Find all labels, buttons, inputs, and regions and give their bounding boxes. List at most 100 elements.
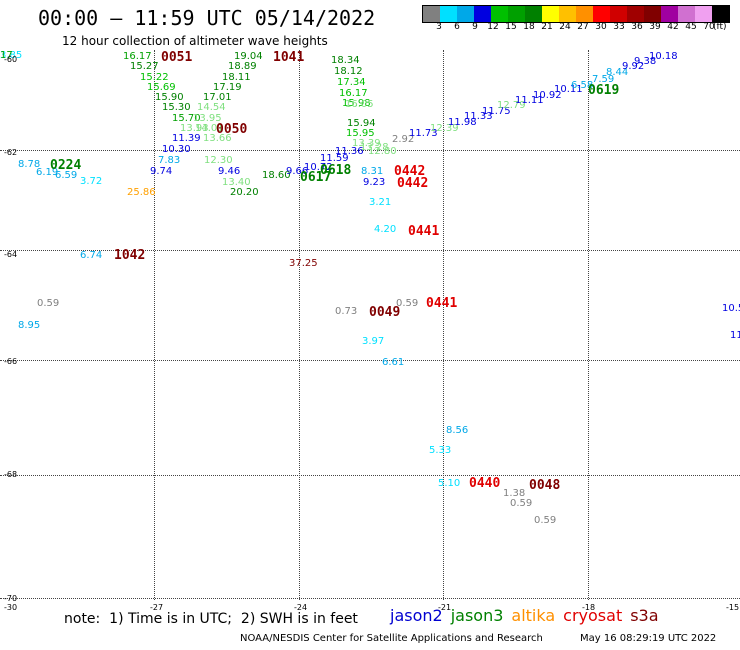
color-swatch: [525, 6, 542, 22]
wave-height-reading: 18.60: [262, 170, 291, 181]
wave-height-reading: 8.78: [18, 159, 41, 170]
longitude-label: -24: [294, 603, 308, 612]
longitude-label: -21: [438, 603, 452, 612]
color-swatch: [559, 6, 576, 22]
wave-height-reading: 15.27: [130, 61, 159, 72]
wave-height-reading: 15.98: [342, 98, 371, 109]
wave-height-reading: 10.72: [304, 162, 333, 173]
wave-height-reading: 19.04: [234, 51, 263, 62]
wave-height-reading: 2.92: [392, 134, 415, 145]
wave-height-reading: 17: [0, 50, 13, 61]
color-swatch: [695, 6, 712, 22]
wave-height-reading: 17.19: [213, 82, 242, 93]
color-scale-tick: 70: [703, 22, 715, 32]
wave-height-reading: 13.28: [360, 142, 389, 153]
wave-height-reading: 13.39: [352, 138, 381, 149]
latitude-label: -60: [4, 55, 18, 64]
wave-height-reading: 15.30: [162, 102, 191, 113]
wave-height-reading: 0.59: [534, 515, 557, 526]
wave-height-reading: 6.58: [571, 80, 594, 91]
wave-height-reading: 13.95: [193, 113, 222, 124]
wave-height-reading: 18.89: [228, 61, 257, 72]
wave-height-reading: 3.97: [362, 336, 385, 347]
wave-height-reading: 16.17: [339, 88, 368, 99]
wave-height-reading: 11.73: [730, 330, 740, 341]
wave-height-reading: 25.86: [127, 187, 156, 198]
latitude-gridline: [0, 150, 740, 151]
color-swatch: [474, 6, 491, 22]
color-swatch: [644, 6, 661, 22]
wave-height-reading: 0.59: [396, 298, 419, 309]
longitude-label: -27: [150, 603, 164, 612]
wave-height-reading: 16.05: [345, 99, 374, 110]
pass-time-label: 0051: [161, 50, 193, 65]
wave-height-reading: 11.11: [515, 95, 544, 106]
latitude-gridline: [0, 475, 740, 476]
wave-height-reading: 6.61: [382, 357, 405, 368]
color-swatch: [593, 6, 610, 22]
color-scale-tick: 6: [454, 22, 460, 32]
wave-height-reading: 11.36: [335, 146, 364, 157]
color-swatch: [508, 6, 525, 22]
wave-height-reading: 18.11: [222, 72, 251, 83]
pass-time-label: 0442: [394, 164, 426, 179]
color-scale-tick: 36: [631, 22, 643, 32]
wave-height-reading: 7.83: [158, 155, 181, 166]
color-scale-tick: 27: [577, 22, 589, 32]
longitude-label: -15: [726, 603, 740, 612]
wave-height-reading: 11.39: [172, 133, 201, 144]
wave-height-reading: 18.12: [334, 66, 363, 77]
color-swatch: [457, 6, 474, 22]
wave-height-reading: 9.23: [363, 177, 386, 188]
color-scale-tick: 45: [685, 22, 697, 32]
color-scale-tick: 24: [559, 22, 571, 32]
color-swatch: [678, 6, 695, 22]
wave-height-reading: 9.92: [622, 61, 645, 72]
wave-height-reading: 0.59: [37, 298, 60, 309]
wave-height-reading: 10.92: [533, 90, 562, 101]
wave-height-reading: 3.72: [80, 176, 103, 187]
pass-time-label: 0048: [529, 478, 561, 493]
latitude-label: -64: [4, 250, 18, 259]
wave-height-reading: 10.50: [722, 303, 740, 314]
wave-height-reading: 6.74: [80, 250, 103, 261]
color-swatch: [423, 6, 440, 22]
color-scale-tick: 12: [487, 22, 499, 32]
wave-height-reading: 12.30: [204, 155, 233, 166]
pass-time-label: 1041: [273, 50, 305, 65]
color-scale-bar: [422, 5, 730, 23]
color-scale-tick: 30: [595, 22, 607, 32]
wave-height-reading: 12.39: [430, 123, 459, 134]
wave-height-reading: 18.34: [331, 55, 360, 66]
pass-time-label: 1042: [114, 248, 146, 263]
wave-height-reading: 15.95: [346, 128, 375, 139]
wave-height-reading: 14.54: [197, 102, 226, 113]
satellite-legend-s3a: s3a: [630, 606, 659, 625]
wave-height-reading: 12.80: [368, 146, 397, 157]
longitude-gridline: [299, 50, 300, 600]
color-swatch: [491, 6, 508, 22]
wave-height-reading: 10.11: [554, 84, 583, 95]
latitude-gridline: [0, 360, 740, 361]
wave-height-reading: 14.01: [195, 123, 224, 134]
color-scale-tick: 39: [649, 22, 661, 32]
pass-time-label: 0617: [300, 170, 332, 185]
credit-line: NOAA/NESDIS Center for Satellite Applica…: [240, 633, 543, 644]
pass-time-label: 0441: [426, 296, 458, 311]
wave-height-reading: 8.31: [361, 166, 384, 177]
wave-height-reading: 13.93: [180, 123, 209, 134]
wave-height-reading: 8.56: [446, 425, 469, 436]
wave-height-reading: 6.59: [55, 170, 78, 181]
generated-timestamp: May 16 08:29:19 UTC 2022: [580, 633, 717, 644]
wave-height-reading: 9.74: [150, 166, 173, 177]
satellite-legend-jason3: jason3: [450, 606, 504, 625]
wave-height-reading: 11.73: [409, 128, 438, 139]
wave-height-reading: 3.21: [369, 197, 392, 208]
color-scale-tick: 3: [436, 22, 442, 32]
wave-height-reading: 5.10: [438, 478, 461, 489]
wave-height-reading: 17.01: [203, 92, 232, 103]
color-swatch: [610, 6, 627, 22]
wave-height-reading: 11.33: [464, 111, 493, 122]
color-scale-tick: 18: [523, 22, 535, 32]
satellite-legend-altika: altika: [511, 606, 556, 625]
